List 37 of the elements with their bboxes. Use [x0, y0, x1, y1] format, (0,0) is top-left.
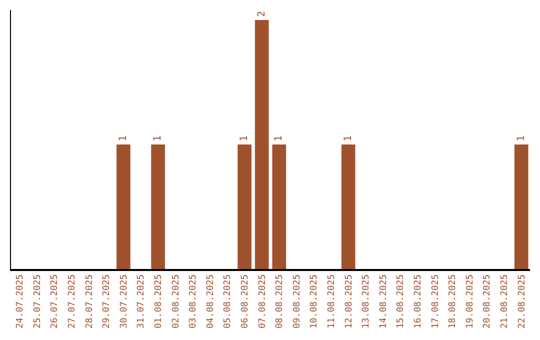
x-tick-label: 28.07.2025	[84, 274, 95, 329]
x-tick-label: 09.08.2025	[292, 274, 302, 329]
x-tick-label: 11.08.2025	[326, 274, 337, 329]
x-tick-label: 29.07.2025	[102, 274, 112, 329]
data-label: 1	[152, 135, 164, 142]
x-tick-label: 03.08.2025	[188, 274, 199, 329]
x-tick-label: 04.08.2025	[206, 274, 216, 329]
x-tick-label: 30.07.2025	[119, 274, 130, 329]
x-tick-label: 17.08.2025	[430, 274, 441, 329]
data-label: 1	[274, 135, 285, 142]
x-tick-label: 13.08.2025	[362, 274, 372, 329]
x-tick-label: 24.07.2025	[16, 274, 26, 329]
x-tick-label: 01.08.2025	[154, 274, 164, 329]
x-tick-label: 08.08.2025	[275, 274, 286, 329]
x-tick-label: 25.07.2025	[32, 274, 43, 329]
data-label: 1	[118, 135, 129, 142]
x-tick-label: 15.08.2025	[396, 274, 406, 329]
x-tick-label: 19.08.2025	[465, 274, 476, 329]
x-tick-label: 07.08.2025	[258, 274, 268, 329]
x-tick-label: 06.08.2025	[240, 274, 250, 329]
x-tick-label: 12.08.2025	[344, 274, 354, 329]
data-label: 1	[516, 135, 527, 142]
x-tick-label: 27.07.2025	[67, 274, 78, 329]
data-label: 1	[239, 135, 250, 142]
data-label: 1	[342, 135, 354, 142]
x-tick-label: 02.08.2025	[171, 274, 182, 329]
x-tick-label: 20.08.2025	[482, 274, 493, 329]
x-tick-label: 26.07.2025	[50, 274, 60, 329]
x-tick-label: 16.08.2025	[413, 274, 424, 329]
x-tick-label: 18.08.2025	[448, 274, 458, 329]
x-tick-label: 10.08.2025	[310, 274, 320, 329]
x-tick-label: 14.08.2025	[378, 274, 389, 329]
data-label: 2	[256, 10, 268, 17]
x-tick-label: 22.08.2025	[517, 274, 528, 329]
x-tick-label: 21.08.2025	[500, 274, 510, 329]
x-tick-label: 05.08.2025	[223, 274, 234, 329]
x-tick-label: 31.07.2025	[136, 274, 147, 329]
